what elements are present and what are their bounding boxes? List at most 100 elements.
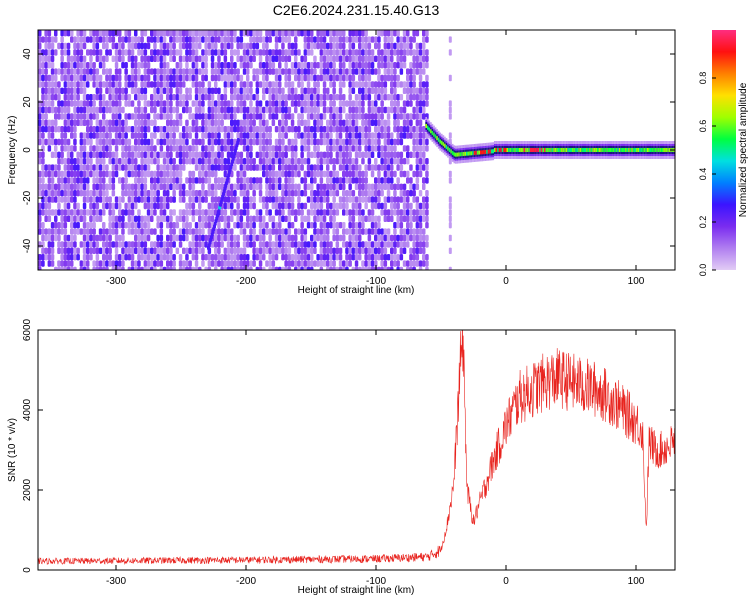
spectrogram-cell [156, 254, 160, 261]
spectrogram-cell [422, 132, 426, 139]
spectrogram-cell [409, 190, 413, 197]
spectrogram-cell [319, 247, 324, 254]
spectrogram-cell [60, 254, 64, 261]
spectrogram-cell [601, 148, 604, 152]
spectrogram-cell [361, 42, 365, 50]
spectrogram-cell [89, 170, 93, 178]
spectrogram-cell [287, 228, 292, 235]
spectrogram-cell [57, 94, 61, 101]
spectrogram-cell [342, 62, 346, 69]
spectrogram-cell [332, 94, 336, 101]
spectrogram-cell [98, 55, 103, 62]
spectrogram-cell [303, 94, 308, 101]
spectrogram-cell [351, 234, 356, 242]
spectrogram-cell [329, 74, 333, 82]
spectrogram-cell [329, 241, 333, 248]
spectrogram-cell [95, 158, 100, 165]
spectrogram-cell [326, 254, 330, 261]
spectrogram-cell [271, 49, 276, 56]
spectrogram-cell [284, 151, 288, 158]
spectrogram-cell [415, 30, 420, 37]
spectrogram-cell [223, 228, 228, 235]
spectrogram-cell [166, 222, 170, 229]
spectrogram-cell [166, 74, 170, 82]
spectrogram-cell [290, 49, 295, 56]
spectrogram-cell [57, 138, 61, 146]
spectrogram-cell [258, 132, 263, 139]
spectrogram-cell [396, 30, 400, 37]
spectrogram-cell [44, 36, 48, 43]
spectrogram-cell [233, 36, 237, 43]
spectrogram-cell [242, 164, 247, 171]
spectrogram-cell [182, 247, 186, 254]
spectrogram-cell [47, 170, 52, 178]
spectrogram-cell [89, 234, 93, 242]
spectrogram-cell [290, 42, 295, 50]
spectrogram-cell [50, 177, 55, 184]
spectrogram-cell [169, 151, 173, 158]
spectrogram-cell [217, 151, 221, 158]
spectrogram-cell [319, 183, 324, 190]
spectrogram-cell [38, 222, 42, 229]
spectrogram-cell [495, 148, 498, 152]
spectrogram-cell [214, 151, 218, 158]
spectrogram-cell [86, 138, 90, 146]
spectrogram-cell [316, 113, 320, 120]
spectrogram-cell [249, 36, 253, 43]
spectrogram-cell [111, 241, 116, 248]
spectrogram-cell [456, 152, 459, 157]
spectrogram-cell [95, 94, 100, 101]
spectrogram-cell [332, 254, 336, 261]
spectrogram-cell [418, 209, 423, 216]
spectrogram-cell [92, 74, 96, 82]
spectrogram-cell [313, 74, 317, 82]
spectrogram-cell [448, 247, 452, 254]
spectrogram-cell [76, 254, 80, 261]
spectrogram-cell [358, 151, 362, 158]
spectrogram-cell [326, 94, 330, 101]
spectrogram-cell [156, 164, 160, 171]
spectrogram-cell [105, 126, 109, 133]
spectrogram-cell [380, 260, 384, 267]
spectrogram-cell [95, 106, 100, 114]
spectrogram-cell [95, 151, 100, 158]
spectrogram-cell [303, 183, 308, 190]
spectrogram-cell [124, 138, 128, 146]
spectrogram-cell [41, 119, 45, 126]
spectrogram-cell [399, 55, 404, 62]
spectrogram-cell [108, 94, 112, 101]
spectrogram-cell [354, 68, 359, 75]
spectrogram-cell [402, 247, 407, 254]
spectrogram-cell [425, 100, 429, 107]
spectrogram-cell [326, 202, 330, 210]
spectrogram-cell [393, 100, 397, 107]
spectrogram-cell [306, 81, 311, 88]
spectrogram-cell [156, 234, 160, 242]
spectrogram-cell [182, 196, 186, 203]
spectrogram-cell [409, 94, 413, 101]
spectrogram-cell [348, 190, 352, 197]
spectrogram-cell [73, 100, 77, 107]
spectrogram-cell [300, 164, 304, 171]
spectrogram-cell [204, 209, 208, 216]
spectrogram-cell [364, 247, 368, 254]
spectrogram-cell [146, 209, 151, 216]
spectrogram-cell [367, 196, 372, 203]
spectrogram-cell [338, 106, 343, 114]
spectrogram-cell [201, 30, 205, 37]
spectrogram-cell [236, 215, 240, 222]
spectrogram-cell [393, 241, 397, 248]
spectrogram-cell [501, 148, 504, 152]
spectrogram-cell [66, 254, 71, 261]
spectrogram-cell [127, 36, 132, 43]
spectrogram-cell [124, 81, 128, 88]
spectrogram-cell [265, 68, 269, 75]
spectrogram-cell [108, 260, 112, 267]
spectrogram-cell [370, 190, 375, 197]
spectrogram-cell [287, 145, 292, 152]
spectrogram-cell [383, 241, 388, 248]
spectrogram-cell [310, 209, 314, 216]
spectrogram-cell [274, 266, 279, 270]
spectrogram-cell [281, 106, 285, 114]
spectrogram-cell [137, 151, 141, 158]
